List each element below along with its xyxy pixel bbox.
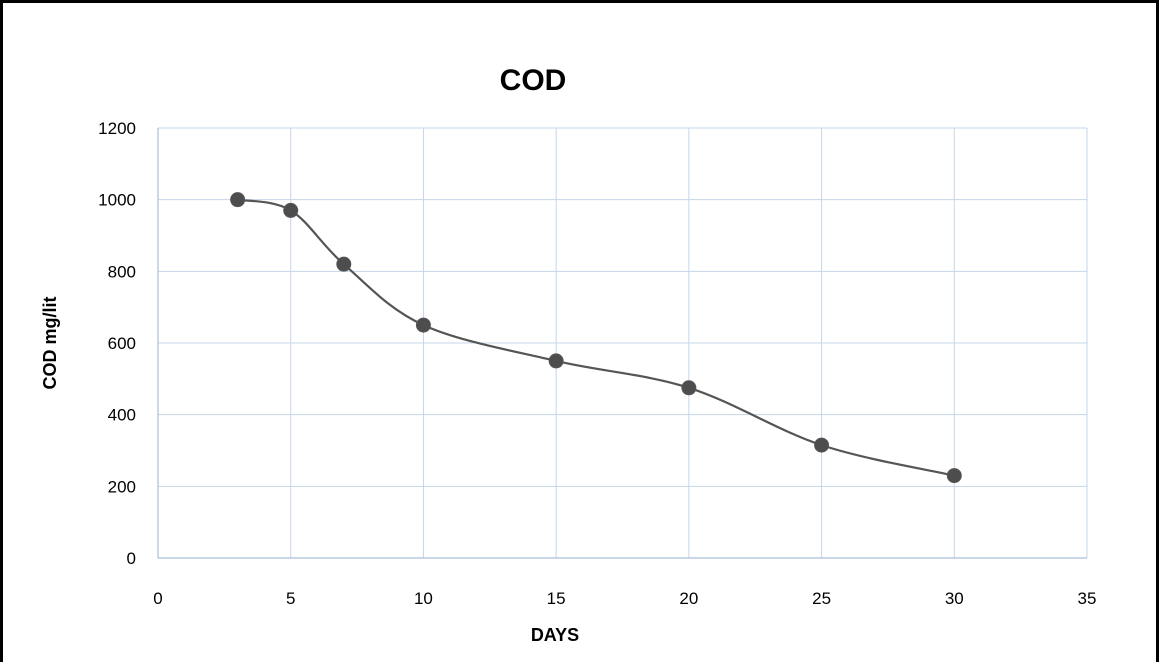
cod-series-line: [237, 198, 955, 477]
chart-title: COD: [500, 64, 567, 97]
tick-labels: 0 200 400 600 800 1000 1200 0 5 10 15 20 25 30 35: [98, 119, 1096, 608]
x-tick-label: 25: [812, 589, 831, 608]
grid-lines: [158, 127, 1088, 558]
y-tick-label: 600: [108, 334, 136, 353]
y-tick-label: 0: [127, 549, 136, 568]
data-markers: [230, 192, 962, 484]
data-point: [336, 256, 352, 272]
y-axis-title: COD mg/lit: [40, 296, 60, 389]
y-tick-label: 800: [108, 262, 136, 281]
data-point: [548, 353, 564, 369]
x-tick-label: 0: [153, 589, 162, 608]
x-tick-label: 5: [286, 589, 295, 608]
axes: [157, 128, 1087, 559]
x-tick-label: 35: [1078, 589, 1097, 608]
data-point: [283, 202, 299, 218]
x-tick-label: 10: [414, 589, 433, 608]
x-tick-label: 20: [679, 589, 698, 608]
data-point: [415, 317, 431, 333]
data-point: [814, 437, 830, 453]
y-tick-label: 1000: [98, 191, 136, 210]
y-tick-label: 1200: [98, 119, 136, 138]
data-point: [946, 468, 962, 484]
y-tick-label: 400: [108, 406, 136, 425]
data-point: [230, 192, 246, 208]
y-tick-label: 200: [108, 477, 136, 496]
data-point: [681, 380, 697, 396]
x-axis-title: DAYS: [531, 625, 579, 645]
x-tick-label: 30: [945, 589, 964, 608]
x-tick-label: 15: [547, 589, 566, 608]
